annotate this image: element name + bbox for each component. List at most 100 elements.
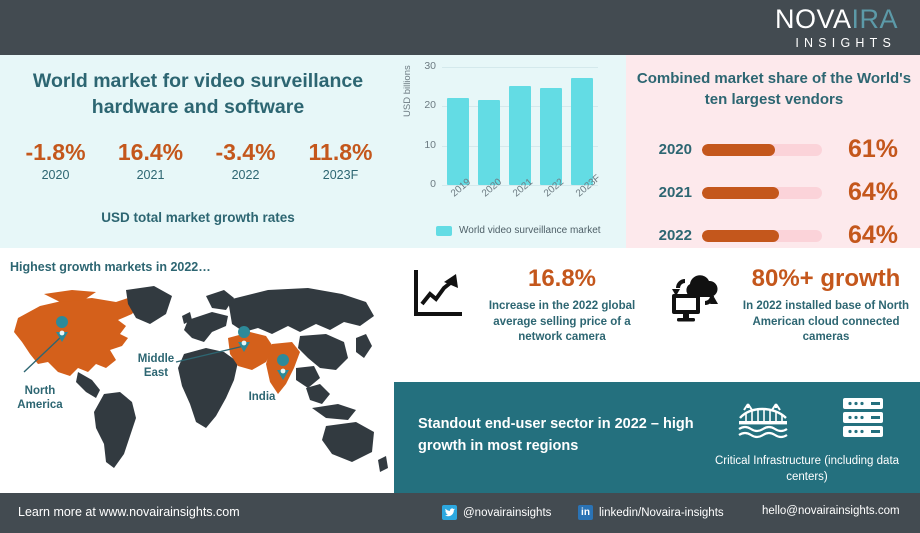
region-africa [178,348,238,428]
footer-twitter[interactable]: @novairainsights [442,505,551,520]
cloud-monitor-sync-icon [666,266,726,329]
chart-bar [540,88,563,185]
region-japan [356,334,372,358]
chart-legend: World video surveillance market [436,225,601,236]
logo-wordmark: NOVAIRA [775,6,898,33]
map-label-middle-east: Middle East [137,353,175,380]
map-section: Highest growth markets in 2022… [0,248,394,493]
growth-value: 11.8% [308,139,373,165]
growth-cell: -1.8% 2020 [8,139,103,183]
region-china-south [296,366,320,388]
growth-value: 16.4% [117,139,184,165]
map-label-india: India [248,391,276,403]
market-panel-title: World market for video surveillance hard… [32,70,364,118]
stat-cloud-body: 80%+ growth In 2022 installed base of No… [738,265,914,346]
footer-email-address[interactable]: hello@novairainsights.com [762,505,900,517]
region-southeast-asia [306,384,330,404]
map-title: Highest growth markets in 2022… [10,260,211,274]
leader-line-north-america [23,335,63,373]
region-uk [182,312,192,324]
region-middle-east [228,332,274,370]
top-band: World market for video surveillance hard… [0,55,920,249]
chart-bar [477,100,500,185]
vendor-share-value: 61% [847,135,898,163]
world-map: North America Middle East India [0,276,394,491]
growth-cell: -3.4% 2022 [198,139,293,183]
chart-gridline [442,185,598,186]
stat-cloud-description: In 2022 installed base of North American… [742,300,910,344]
brand-logo: NOVAIRA INSIGHTS [775,6,898,50]
line-chart-up-icon [410,266,466,327]
twitter-icon[interactable] [442,505,457,520]
region-greenland [126,286,172,324]
logo-wordmark-part2: IRA [851,4,898,34]
legend-swatch [436,225,452,236]
sector-headline: Standout end-user sector in 2022 – high … [418,416,694,454]
footer-twitter-handle[interactable]: @novairainsights [463,506,552,519]
vendor-share-track [702,229,822,242]
vendor-share-fill [702,186,779,199]
growth-value: -3.4% [215,139,276,165]
map-pin-india [277,354,290,380]
logo-wordmark-part1: NOVA [774,4,852,34]
bridge-icon [736,394,790,447]
market-panel-caption: USD total market growth rates [101,210,295,225]
region-east-asia [298,334,348,370]
sector-caption: Critical Infrastructure (including data … [714,455,900,483]
chart-y-tick: 30 [424,60,436,72]
region-north-america [14,298,140,376]
vendor-share-year: 2021 [658,184,692,201]
chart-y-axis-label: USD billions [402,65,413,117]
stat-asp-description: Increase in the 2022 global average sell… [488,300,636,344]
region-asia [228,288,374,334]
region-scandinavia [206,290,234,310]
chart-bar [446,98,469,185]
vendor-share-year: 2020 [658,141,692,158]
region-australia [322,422,374,462]
sector-icon-row [712,394,912,447]
chart-y-tick: 20 [424,99,436,112]
vendor-share-value: 64% [847,221,898,249]
chart-bar [509,85,531,185]
vendor-share-value: 64% [847,178,898,206]
chart-plot-area [442,67,598,186]
vendor-share-rows: 2020 61% 2021 64% 2022 64% [636,133,912,262]
region-south-america [94,392,136,468]
vendor-share-year: 2022 [658,227,692,244]
vendor-share-row: 2020 61% [636,133,912,166]
footer-learn-more[interactable]: Learn more at www.novairainsights.com [18,505,240,519]
vendor-share-title: Combined market share of the World's ten… [636,70,912,108]
vendor-share-fill [702,143,776,156]
world-map-svg [14,286,388,472]
growth-year: 2022 [231,168,260,183]
header-bar: NOVAIRA INSIGHTS [0,0,920,55]
footer-linkedin[interactable]: in linkedin/Novaira-insights [578,505,724,520]
growth-year: 2021 [136,168,165,183]
region-central-america [76,372,100,398]
region-new-zealand [378,456,388,472]
growth-year: 2020 [41,168,70,183]
stat-cloud-value: 80%+ growth [751,265,901,292]
chart-bar [571,77,594,185]
region-north-america-arctic [44,290,96,302]
vendor-share-row: 2021 64% [636,176,912,209]
growth-value: -1.8% [25,139,86,165]
stat-cloud: 80%+ growth In 2022 installed base of No… [666,265,914,346]
chart-y-tick: 10 [424,138,436,151]
sector-panel: Standout end-user sector in 2022 – high … [394,382,920,493]
footer-linkedin-handle[interactable]: linkedin/Novaira-insights [599,506,724,519]
footer-bar: Learn more at www.novairainsights.com @n… [0,493,920,533]
stat-asp: 16.8% Increase in the 2022 global averag… [410,265,650,346]
map-label-north-america: North America [17,385,63,412]
linkedin-icon[interactable]: in [578,505,593,520]
stat-asp-body: 16.8% Increase in the 2022 global averag… [478,265,646,346]
linkedin-glyph: in [581,506,590,518]
footer-email[interactable]: hello@novairainsights.com [762,505,900,517]
region-europe [184,312,228,342]
vendor-share-fill [702,229,779,242]
logo-subtitle: INSIGHTS [795,36,896,50]
vendor-share-track [702,186,822,199]
chart-gridline [442,67,598,68]
region-india [266,342,300,394]
